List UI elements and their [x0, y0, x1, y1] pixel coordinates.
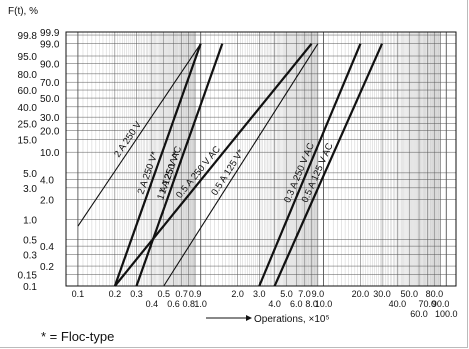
- y-tick-label: 60.0: [18, 86, 38, 97]
- grid: [66, 32, 456, 286]
- x-tick-label: 5.0: [280, 289, 293, 299]
- y-tick-label: 20.0: [40, 127, 60, 138]
- y-tick-label: 30.0: [40, 113, 60, 124]
- y-tick-label: 10.0: [40, 148, 60, 159]
- labels: F(t), %99.895.080.060.040.025.015.05.03.…: [8, 6, 458, 325]
- x-tick-label: 0.2: [109, 289, 122, 299]
- x-tick-label: 0.7: [175, 289, 188, 299]
- y-axis-title: F(t), %: [8, 6, 38, 17]
- y-tick-label: 0.5: [23, 236, 37, 247]
- x-tick-label: 6.0: [290, 299, 303, 309]
- x-tick-label: 90.0: [432, 299, 450, 309]
- x-tick-label: 40.0: [389, 299, 407, 309]
- x-tick-label: 60.0: [410, 309, 428, 319]
- x-tick-label: 80.0: [426, 289, 444, 299]
- y-tick-label: 0.2: [40, 262, 54, 273]
- x-tick-label: 0.4: [146, 299, 159, 309]
- footnote: * = Floc-type: [41, 329, 114, 344]
- y-tick-label: 3.0: [23, 184, 37, 195]
- x-axis-title: Operations, ×10⁵: [254, 314, 330, 325]
- x-tick-label: 30.0: [373, 289, 391, 299]
- y-tick-label: 25.0: [18, 119, 38, 130]
- y-tick-label: 90.0: [40, 60, 60, 71]
- y-tick-label: 70.0: [40, 78, 60, 89]
- x-tick-label: 20.0: [352, 289, 370, 299]
- y-tick-label: 99.0: [40, 40, 60, 51]
- x-tick-label: 0.1: [72, 289, 85, 299]
- x-tick-label: 0.8: [183, 299, 196, 309]
- y-tick-label: 4.0: [40, 175, 54, 186]
- y-tick-label: 80.0: [18, 70, 38, 81]
- x-tick-label: 10.0: [315, 299, 333, 309]
- y-tick-label: 0.15: [18, 270, 38, 281]
- y-tick-label: 5.0: [23, 169, 37, 180]
- x-tick-label: 1.0: [194, 299, 207, 309]
- x-tick-label: 0.9: [189, 289, 202, 299]
- y-tick-label: 2.0: [40, 196, 54, 207]
- y-tick-label: 15.0: [18, 136, 38, 147]
- x-axis-arrowhead: [246, 315, 252, 321]
- y-tick-label: 99.9: [40, 28, 60, 39]
- x-tick-label: 4.0: [268, 299, 281, 309]
- x-tick-label: 3.0: [253, 289, 266, 299]
- series-line: [115, 44, 201, 286]
- y-tick-label: 40.0: [18, 103, 38, 114]
- y-tick-label: 0.3: [23, 250, 37, 261]
- x-tick-label: 50.0: [401, 289, 419, 299]
- x-tick-label: 7.0: [298, 289, 311, 299]
- y-tick-label: 50.0: [40, 94, 60, 105]
- x-tick-label: 0.3: [130, 289, 143, 299]
- x-tick-label: 2.0: [231, 289, 244, 299]
- x-tick-label: 0.6: [167, 299, 180, 309]
- y-tick-label: 95.0: [18, 52, 38, 63]
- y-tick-label: 99.8: [18, 31, 38, 42]
- x-tick-label: 100.0: [435, 309, 458, 319]
- y-tick-label: 0.4: [40, 242, 54, 253]
- y-tick-label: 0.1: [23, 282, 37, 293]
- x-tick-label: 0.5: [157, 289, 170, 299]
- series-label: 2 A 250 V: [112, 119, 144, 159]
- x-tick-label: 9.0: [312, 289, 325, 299]
- y-tick-label: 1.0: [23, 216, 37, 227]
